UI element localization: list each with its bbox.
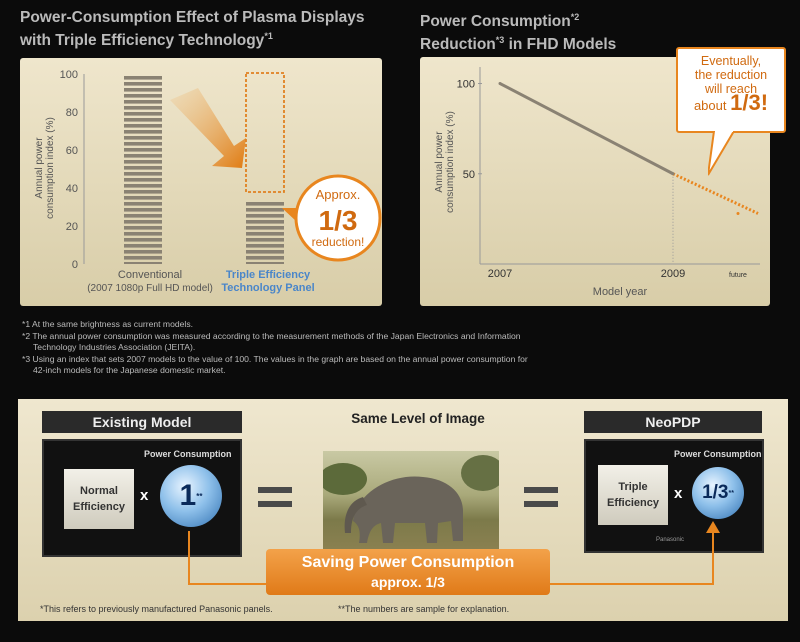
reduction-arrow-icon xyxy=(170,88,246,168)
existing-power-label: Power Consumption xyxy=(144,449,232,459)
neo-efficiency-box: Triple Efficiency xyxy=(598,465,668,525)
category-label-conventional: Conventional (2007 1080p Full HD model) xyxy=(87,269,213,294)
equals-sign-left-bottom xyxy=(258,501,292,507)
neo-times-sign: x xyxy=(674,485,683,502)
existing-model-header: Existing Model xyxy=(42,411,242,433)
line-x-tick-2007: 2007 xyxy=(488,268,512,280)
line-point-future xyxy=(736,211,740,215)
same-image-title: Same Level of Image xyxy=(351,411,485,426)
footnote-3: *3 Using an index that sets 2007 models … xyxy=(22,353,528,364)
footnote-2b: Technology Industries Association (JEITA… xyxy=(33,342,196,352)
existing-model-tv: Power Consumption Normal Efficiency x 1 ** xyxy=(42,439,242,557)
up-arrow-icon xyxy=(706,521,720,533)
comparison-panel: Existing Model Power Consumption Normal E… xyxy=(18,399,788,621)
removed-portion-outline xyxy=(245,72,285,193)
bar-y-tick-80: 80 xyxy=(66,107,78,119)
line-series-solid xyxy=(499,82,674,176)
line-y-tick-50: 50 xyxy=(463,169,475,181)
line-x-tick-future: future xyxy=(729,272,747,279)
saving-connector-lines xyxy=(188,521,720,585)
line-point-2009 xyxy=(671,172,675,176)
line-y-tick-100: 100 xyxy=(457,79,475,91)
saving-banner: Saving Power Consumption approx. 1/3 xyxy=(266,549,550,595)
category-label-triple: Triple Efficiency Technology Panel xyxy=(221,269,315,294)
bar-triple-efficiency xyxy=(246,201,284,264)
equals-sign-right-bottom xyxy=(524,501,558,507)
bar-y-axis-label: Annual powerconsumption index (%) xyxy=(34,117,56,219)
left-chart-panel: 0 20 40 60 80 100 Approx. 1/3 reduction! Annu… xyxy=(20,58,382,306)
callout-approx: Approx. xyxy=(316,187,361,202)
callout-fraction: 1/3 xyxy=(319,205,358,236)
footnote-3b: 42-inch models for the Japanese domestic… xyxy=(33,365,226,375)
neopdp-tv: Power Consumption Triple Efficiency x 1/3… xyxy=(584,439,764,553)
line-point-2007 xyxy=(498,82,502,86)
line-x-tick-2009: 2009 xyxy=(661,268,685,280)
neopdp-header: NeoPDP xyxy=(584,411,762,433)
neo-power-label: Power Consumption xyxy=(674,449,762,459)
bar-conventional xyxy=(124,74,162,264)
equals-sign-right-top xyxy=(524,487,558,493)
bar-y-tick-0: 0 xyxy=(72,259,78,271)
left-chart-title: Power-Consumption Effect of Plasma Displ… xyxy=(20,9,365,50)
footnote-2: *2 The annual power consumption was meas… xyxy=(22,330,521,341)
bar-y-tick-60: 60 xyxy=(66,145,78,157)
elephant-image xyxy=(323,451,499,549)
bar-y-tick-100: 100 xyxy=(60,69,78,81)
bar-y-tick-40: 40 xyxy=(66,183,78,195)
line-y-axis-label: Annual powerconsumption index (%) xyxy=(434,111,456,213)
bottom-note-1: *This refers to previously manufactured … xyxy=(40,604,273,614)
equals-sign-left-top xyxy=(258,487,292,493)
callout-reduction: reduction! xyxy=(312,235,365,249)
bottom-note-2: **The numbers are sample for explanation… xyxy=(338,604,510,614)
brand-text: Panasonic xyxy=(656,537,685,543)
bar-chart: 0 20 40 60 80 100 Approx. 1/3 reduction! Annu… xyxy=(34,69,382,271)
neo-value-circle: 1/3 ** xyxy=(692,467,744,519)
right-chart-title: Power Consumption*2 Reduction*3 in FHD M… xyxy=(420,12,617,54)
existing-efficiency-box: Normal Efficiency xyxy=(64,469,134,529)
footnote-1: *1 At the same brightness as current mod… xyxy=(22,319,194,329)
existing-value-circle: 1 ** xyxy=(160,465,222,527)
callout-pointer xyxy=(282,208,297,222)
existing-times-sign: x xyxy=(140,487,149,504)
eventual-reduction-callout: Eventually, the reduction will reach abo… xyxy=(676,47,786,133)
line-chart: 100 50 2007 2009 future Annual powerconsumpt… xyxy=(434,67,760,298)
eventual-callout-pointer xyxy=(708,131,736,176)
line-x-axis-label: Model year xyxy=(593,286,648,298)
footnotes: *1 At the same brightness as current mod… xyxy=(22,319,762,377)
bar-y-tick-20: 20 xyxy=(66,221,78,233)
